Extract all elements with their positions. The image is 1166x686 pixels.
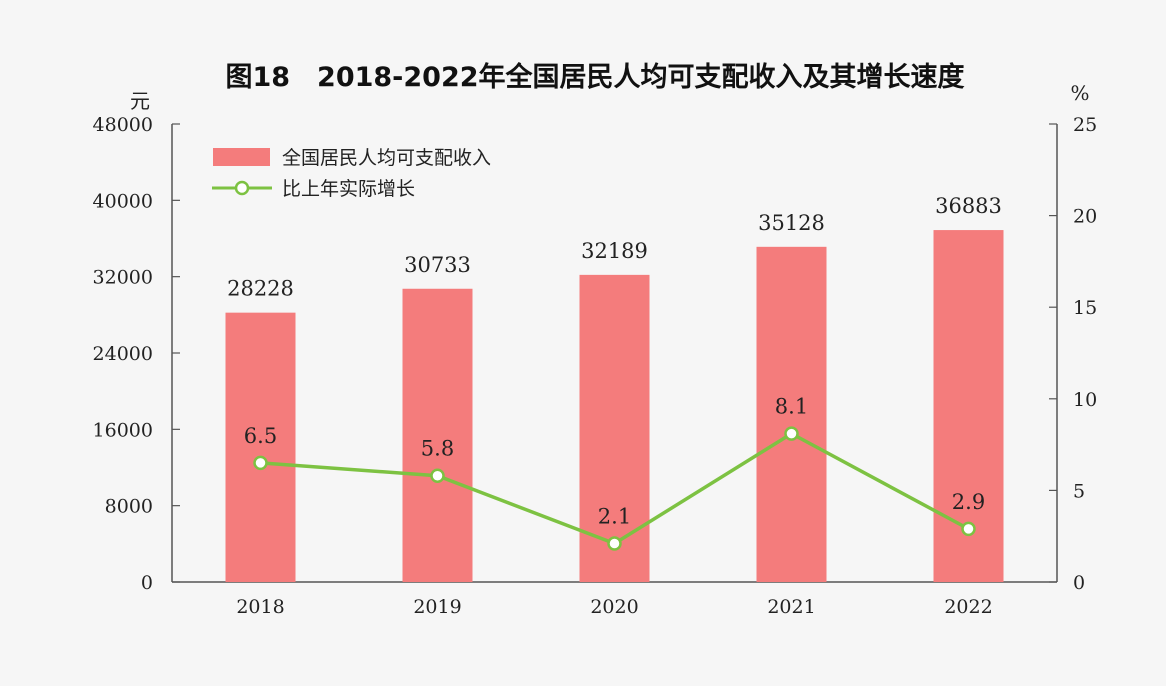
bar-value-labels: 28228 30733 32189 35128 36883 — [227, 194, 1002, 301]
growth-line-series: 6.5 5.8 2.1 8.1 2.9 — [244, 395, 985, 551]
legend-bar-swatch — [213, 148, 270, 166]
growth-point-label: 5.8 — [421, 437, 454, 461]
income-bar-label: 28228 — [227, 277, 294, 301]
income-bar — [225, 312, 296, 582]
right-tick-label: 20 — [1073, 206, 1097, 228]
income-bar-label: 36883 — [935, 194, 1002, 218]
legend-line-marker — [234, 180, 250, 196]
legend: 全国居民人均可支配收入 比上年实际增长 — [212, 147, 491, 200]
left-tick-label: 48000 — [93, 114, 153, 136]
right-tick-label: 15 — [1073, 297, 1097, 319]
growth-point — [253, 455, 268, 471]
growth-point-label: 8.1 — [775, 395, 808, 419]
left-axis-ticks: 0 8000 16000 24000 32000 40000 48000 — [93, 114, 180, 594]
left-tick-label: 0 — [141, 572, 153, 594]
income-bar — [756, 246, 827, 583]
x-axis-labels: 2018 2019 2020 2021 2022 — [236, 596, 992, 618]
x-axis-year-label: 2018 — [236, 596, 284, 618]
income-bar-label: 32189 — [581, 239, 648, 263]
growth-point-label: 6.5 — [244, 424, 277, 448]
growth-point — [784, 426, 799, 441]
left-tick-label: 40000 — [93, 190, 153, 212]
chart-title: 图18 2018-2022年全国居民人均可支配收入及其增长速度 — [225, 61, 964, 93]
right-tick-label: 5 — [1073, 480, 1085, 502]
growth-point-label: 2.9 — [952, 490, 985, 514]
left-tick-label: 32000 — [93, 267, 153, 289]
growth-point — [961, 521, 976, 537]
right-tick-label: 0 — [1073, 572, 1085, 594]
income-bar — [402, 288, 473, 582]
legend-line-label: 比上年实际增长 — [282, 178, 415, 200]
x-axis-year-label: 2019 — [413, 596, 461, 618]
right-tick-label: 25 — [1073, 114, 1097, 136]
growth-point — [607, 536, 622, 551]
growth-point — [430, 468, 445, 483]
income-bar-label: 35128 — [758, 211, 825, 235]
left-tick-label: 16000 — [93, 419, 153, 441]
left-axis-unit: 元 — [130, 89, 150, 113]
right-tick-label: 10 — [1073, 389, 1097, 411]
x-axis-year-label: 2022 — [944, 596, 992, 618]
growth-point-label: 2.1 — [598, 505, 631, 529]
x-axis-year-label: 2020 — [590, 596, 638, 618]
bar-series — [225, 230, 1004, 583]
right-axis-unit: % — [1070, 81, 1089, 105]
x-axis-year-label: 2021 — [767, 596, 815, 618]
left-tick-label: 24000 — [93, 343, 153, 365]
right-axis-ticks: 0 5 10 15 20 25 — [1049, 114, 1097, 594]
legend-bar-label: 全国居民人均可支配收入 — [282, 147, 491, 169]
income-bar-label: 30733 — [404, 253, 471, 277]
left-tick-label: 8000 — [105, 496, 153, 518]
